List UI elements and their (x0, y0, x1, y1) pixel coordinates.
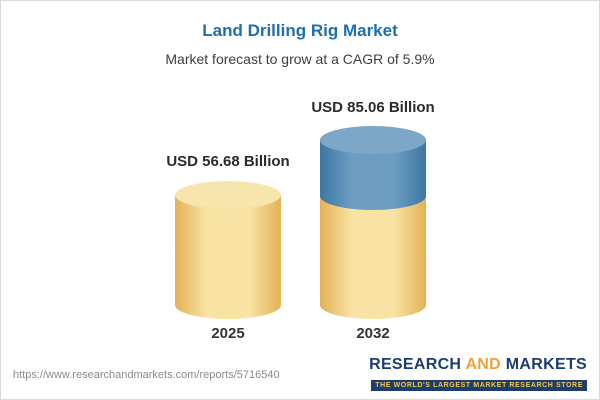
value-label-2025: USD 56.68 Billion (166, 153, 290, 170)
report-url-link[interactable]: https://www.researchandmarkets.com/repor… (13, 369, 280, 381)
bar-2032-growth-segment (320, 126, 426, 210)
brand-word-and: AND (465, 356, 502, 373)
x-label-2025: 2025 (211, 325, 245, 342)
bar-2025 (175, 181, 281, 319)
brand-word-research: RESEARCH (369, 356, 462, 373)
brand-wordmark: RESEARCH AND MARKETS (369, 356, 587, 374)
chart-subtitle: Market forecast to grow at a CAGR of 5.9… (165, 51, 435, 67)
value-label-2032: USD 85.06 Billion (311, 99, 435, 116)
brand-tagline: THE WORLD'S LARGEST MARKET RESEARCH STOR… (371, 380, 587, 391)
brand-logo: RESEARCH AND MARKETS THE WORLD'S LARGEST… (369, 356, 587, 392)
brand-word-markets: MARKETS (505, 356, 587, 373)
x-label-2032: 2032 (356, 325, 390, 342)
bar-2032-base-segment (320, 196, 426, 319)
bar-2032 (320, 126, 426, 319)
chart-title: Land Drilling Rig Market (202, 21, 398, 40)
